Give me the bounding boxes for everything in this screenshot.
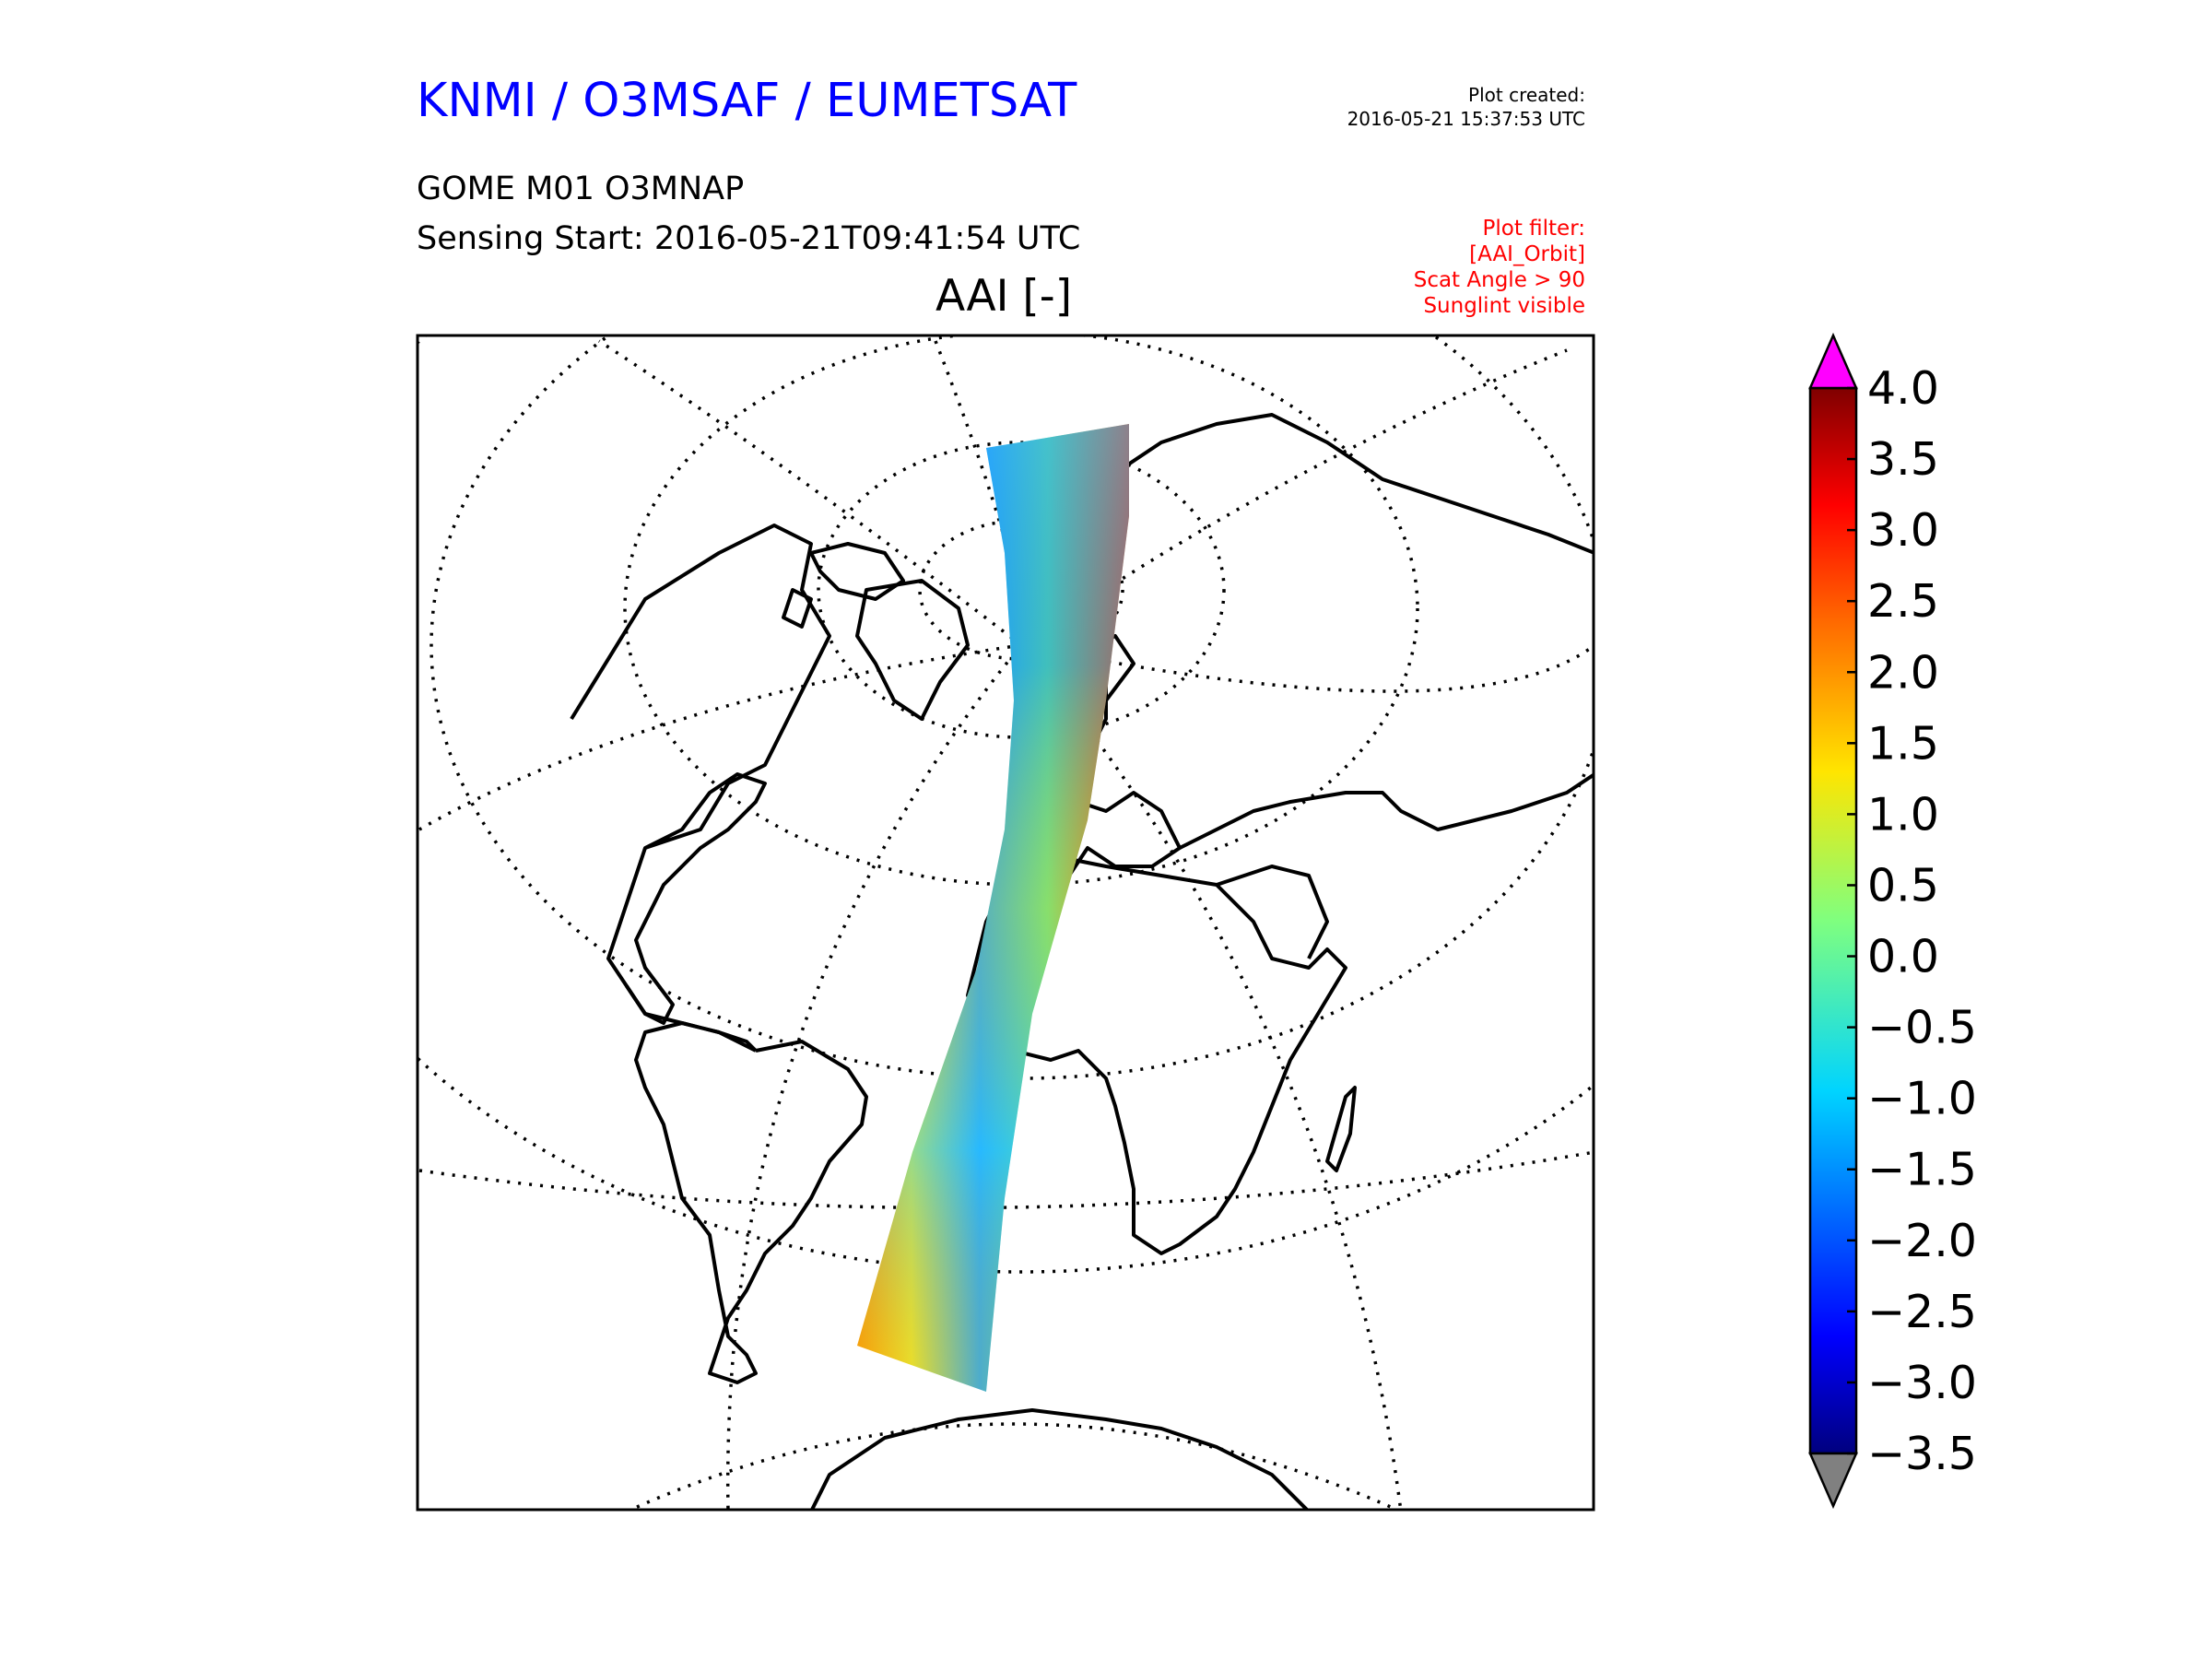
plot-filter-line: Scat Angle > 90 <box>1413 268 1585 292</box>
colorbar-tick-label: −3.0 <box>1867 1357 1977 1409</box>
colorbar: 4.0 3.5 3.0 2.5 2.0 1.5 1.0 0.5 0.0 −0.5 −1.0 −1.5 −… <box>1808 332 1977 1510</box>
plot-filter-line: Plot filter: <box>1482 217 1585 241</box>
colorbar-ticks: 4.0 3.5 3.0 2.5 2.0 1.5 1.0 0.5 0.0 −0.5 −1.0 −1.5 −… <box>1847 362 1977 1480</box>
antarctica-outline <box>809 1408 1310 1510</box>
colorbar-tick-label: 1.0 <box>1867 788 1939 841</box>
colorbar-tick-label: −2.0 <box>1867 1215 1977 1267</box>
plot-title: AAI [-] <box>935 271 1073 322</box>
aai-swath <box>857 424 1129 1392</box>
siberia-outline <box>1104 413 1594 555</box>
product-name: GOME M01 O3MNAP <box>417 171 745 207</box>
plot-filter: Plot filter: [AAI_Orbit] Scat Angle > 90… <box>1414 216 1585 319</box>
colorbar-gradient <box>1808 386 1858 1455</box>
colorbar-tick-label: −0.5 <box>1867 1002 1977 1054</box>
map-frame <box>416 334 1595 1512</box>
greenland-outline <box>855 579 970 721</box>
colorbar-tick-label: 3.0 <box>1867 504 1939 557</box>
arabia-outline <box>1216 865 1329 959</box>
colorbar-tick-label: 3.5 <box>1867 433 1939 486</box>
colorbar-tick-label: −3.5 <box>1867 1428 1977 1480</box>
south-america-outline <box>634 1021 868 1384</box>
sensing-start: Sensing Start: 2016-05-21T09:41:54 UTC <box>417 220 1081 257</box>
asia-outline <box>1179 772 1594 850</box>
colorbar-tick-label: 0.0 <box>1867 931 1939 983</box>
colorbar-tick-label: 1.5 <box>1867 717 1939 770</box>
colorbar-over-arrow <box>1808 332 1858 390</box>
plot-created: Plot created: 2016-05-21 15:37:53 UTC <box>1347 83 1585 131</box>
colorbar-tick-label: −1.0 <box>1867 1073 1977 1125</box>
colorbar-tick-label: −2.5 <box>1867 1286 1977 1338</box>
plot-created-label: Plot created: <box>1468 84 1585 106</box>
plot-created-time: 2016-05-21 15:37:53 UTC <box>1347 108 1585 130</box>
colorbar-tick-label: 4.0 <box>1867 362 1939 415</box>
colorbar-tick-label: 0.5 <box>1867 859 1939 912</box>
map-area <box>418 335 1594 1510</box>
colorbar-tick-label: 2.5 <box>1867 575 1939 628</box>
arctic-islands-outline <box>782 542 905 629</box>
colorbar-under-arrow <box>1808 1452 1858 1510</box>
colorbar-tick-label: 2.0 <box>1867 646 1939 699</box>
plot-filter-line: [AAI_Orbit] <box>1469 242 1585 266</box>
colorbar-tick-label: −1.5 <box>1867 1144 1977 1196</box>
org-title: KNMI / O3MSAF / EUMETSAT <box>417 74 1077 128</box>
madagascar-outline <box>1325 1086 1357 1172</box>
plot-filter-line: Sunglint visible <box>1423 294 1585 318</box>
